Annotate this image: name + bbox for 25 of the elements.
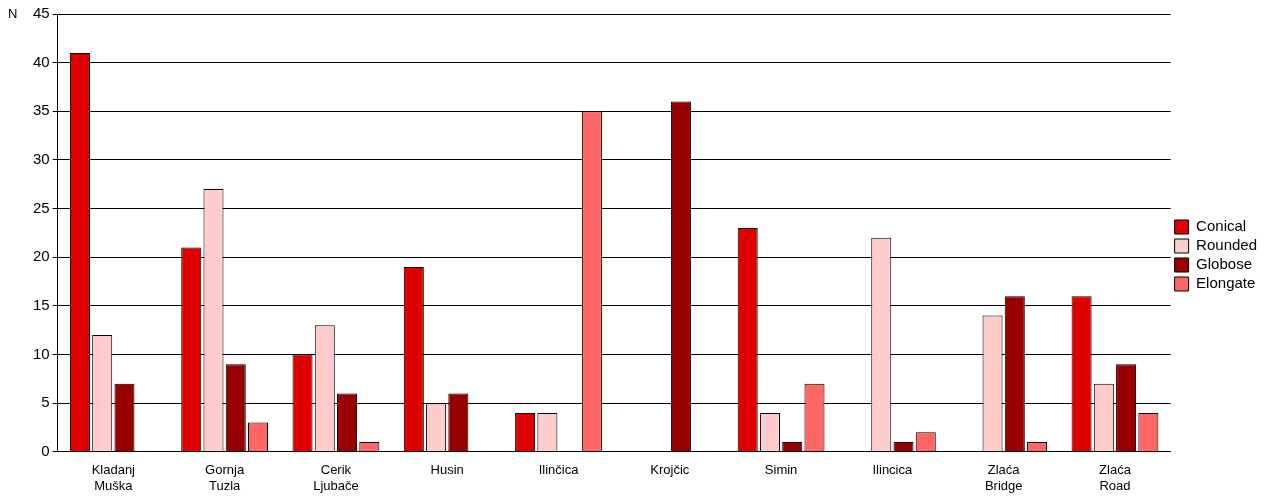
- y-tick-label: 30: [33, 150, 50, 168]
- y-tick-label: 25: [33, 198, 50, 216]
- legend-label: Elongate: [1196, 274, 1256, 292]
- x-tick-label: Kladanj Muška: [91, 462, 136, 493]
- x-tick-label: Husin: [430, 462, 464, 478]
- legend-label: Conical: [1196, 217, 1247, 235]
- y-tick-label: 35: [33, 101, 50, 119]
- x-tick-label: Zlaća Road: [1099, 462, 1132, 493]
- y-tick-label: 15: [33, 296, 50, 314]
- x-tick-label: Krojčic: [650, 462, 690, 478]
- y-tick-label: 5: [41, 393, 50, 411]
- y-tick-label: 10: [33, 344, 50, 362]
- x-tick-label: Simin: [764, 462, 798, 478]
- y-axis-title: N: [8, 5, 18, 21]
- legend-label: Globose: [1196, 255, 1252, 273]
- y-tick-label: 45: [33, 4, 50, 22]
- x-tick-label: Zlaća Bridge: [984, 462, 1023, 493]
- y-tick-label: 40: [33, 52, 50, 70]
- legend-label: Rounded: [1196, 236, 1257, 254]
- y-tick-label: 0: [41, 441, 50, 459]
- x-tick-label: Ilinčica: [538, 462, 580, 478]
- x-tick-label: Cerik Ljubače: [313, 462, 359, 493]
- x-tick-label: Gornja Tuzla: [205, 462, 245, 493]
- x-tick-label: Ilincica: [872, 462, 914, 478]
- y-tick-label: 20: [33, 247, 50, 265]
